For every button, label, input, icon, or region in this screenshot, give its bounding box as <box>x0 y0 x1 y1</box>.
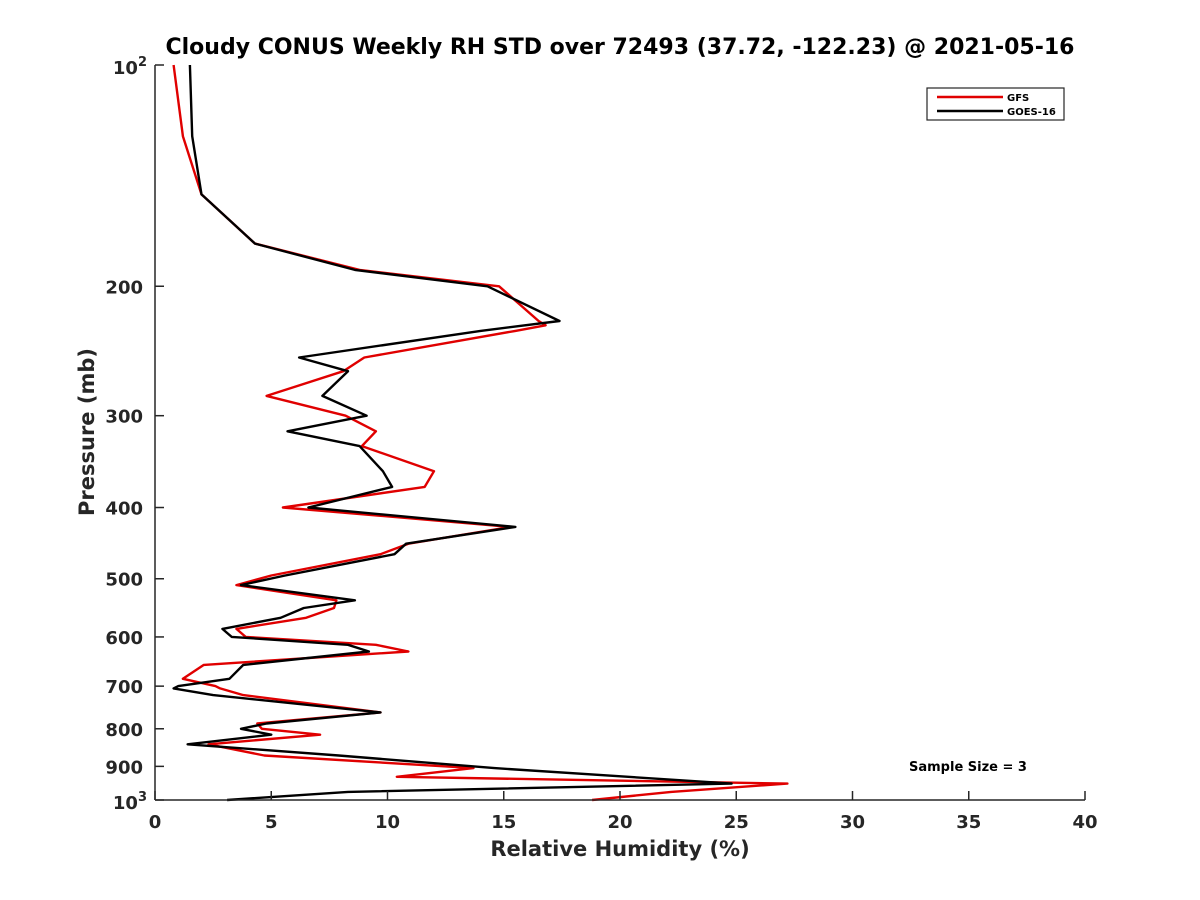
x-tick-label: 35 <box>956 812 981 833</box>
x-tick-label: 40 <box>1072 812 1097 833</box>
legend-label-goes16: GOES-16 <box>1007 107 1056 118</box>
y-tick-label: 700 <box>105 677 143 698</box>
plot-area <box>155 65 1085 800</box>
series-layer <box>172 64 789 802</box>
sample-size-annotation: Sample Size = 3 <box>909 760 1027 775</box>
y-tick-label: 600 <box>105 628 143 649</box>
legend-box <box>926 87 1065 121</box>
legend: GFS GOES-16 <box>926 87 1065 121</box>
x-tick-label: 15 <box>491 812 516 833</box>
x-tick-label: 30 <box>840 812 865 833</box>
y-tick-label-power: 102 <box>113 55 147 79</box>
series-line-gfs <box>172 64 789 802</box>
x-tick-label: 10 <box>375 812 400 833</box>
x-tick-label: 20 <box>607 812 632 833</box>
x-tick-label: 0 <box>149 812 162 833</box>
series-line-goes16 <box>172 64 733 802</box>
y-tick-label: 200 <box>105 277 143 298</box>
y-tick-label-power: 103 <box>113 790 147 814</box>
y-tick-label: 300 <box>105 407 143 428</box>
y-tick-label: 500 <box>105 570 143 591</box>
y-tick-label: 400 <box>105 499 143 520</box>
y-tick-label: 900 <box>105 757 143 778</box>
legend-label-gfs: GFS <box>1007 93 1029 104</box>
plot-background <box>155 65 1085 800</box>
x-axis-label: Relative Humidity (%) <box>490 837 749 861</box>
chart-title: Cloudy CONUS Weekly RH STD over 72493 (3… <box>166 35 1075 60</box>
x-tick-label: 25 <box>724 812 749 833</box>
y-axis-ticks: 200 300 400 500 600 700 800 900 102 103 <box>105 55 164 814</box>
y-axis-label: Pressure (mb) <box>75 348 99 516</box>
y-tick-label: 800 <box>105 720 143 741</box>
x-axis-ticks: 0 5 10 15 20 25 30 35 40 <box>149 791 1098 833</box>
x-tick-label: 5 <box>265 812 278 833</box>
